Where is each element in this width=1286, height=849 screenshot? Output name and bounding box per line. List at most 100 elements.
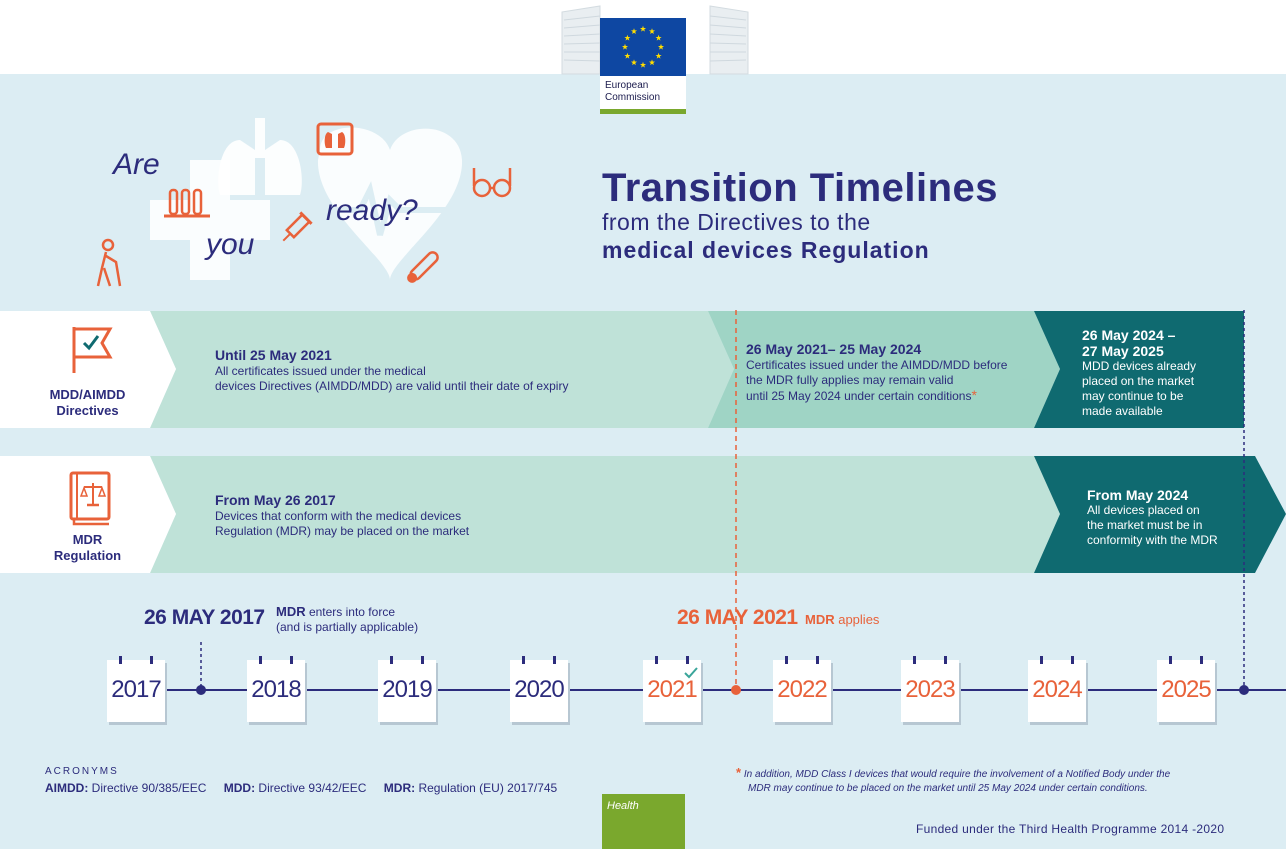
health-badge: Health xyxy=(602,794,685,849)
row2-segment1-text: From May 26 2017 Devices that conform wi… xyxy=(215,492,469,539)
year-box-2017: 2017 xyxy=(107,656,165,722)
acronym-mdd: MDD: Directive 93/42/EEC xyxy=(224,781,367,795)
year-label: 2018 xyxy=(251,676,301,703)
row2-segment1-body2: Regulation (MDR) may be placed on the ma… xyxy=(215,524,470,538)
calendar-rings-icon xyxy=(913,656,947,664)
calendar-rings-icon xyxy=(1040,656,1074,664)
calendar-rings-icon xyxy=(785,656,819,664)
acronym-aimdd-text: Directive 90/385/EEC xyxy=(88,781,207,795)
calendar-rings-icon xyxy=(259,656,293,664)
european-commission-logo: European Commission xyxy=(600,76,686,114)
acronym-mdr-text: Regulation (EU) 2017/745 xyxy=(415,781,558,795)
eu-flag-icon xyxy=(600,18,686,76)
check-icon xyxy=(684,667,698,679)
row1-segment3-body1: MDD devices already xyxy=(1082,359,1197,373)
year-label: 2022 xyxy=(777,676,827,703)
row1-segment3-body3: may continue to be xyxy=(1082,389,1184,403)
row1-label-chevron xyxy=(0,311,176,428)
milestone-2017-date: 26 MAY 2017 xyxy=(144,606,265,629)
row2-segment2-body1: All devices placed on xyxy=(1087,503,1200,517)
row2-segment2-body2: the market must be in xyxy=(1087,518,1203,532)
timeline-axis xyxy=(136,310,1286,695)
milestone-2021-date: 26 MAY 2021 xyxy=(677,606,798,629)
acronym-aimdd: AIMDD: Directive 90/385/EEC xyxy=(45,781,206,795)
medical-illustration xyxy=(150,118,463,280)
footnote-mark: * xyxy=(736,765,742,780)
year-label: 2020 xyxy=(514,676,564,703)
acronym-mdd-text: Directive 93/42/EEC xyxy=(255,781,367,795)
row1-segment3-body2: placed on the market xyxy=(1082,374,1195,388)
row1-segment2-body2: the MDR fully applies may remain valid xyxy=(746,373,954,387)
year-label: 2019 xyxy=(382,676,432,703)
flag-checkmark-icon xyxy=(72,327,113,373)
page-subtitle: from the Directives to the xyxy=(602,209,871,235)
lungs-monitor-icon xyxy=(316,122,354,156)
logo-text-line2: Commission xyxy=(605,92,661,103)
row1-segment3-heading2: 27 May 2025 xyxy=(1082,343,1164,359)
row1-footnote-mark: * xyxy=(971,387,977,403)
milestone-2017-bold: MDR xyxy=(276,604,306,619)
milestone-2017-line1-wrap: MDR enters into force xyxy=(276,604,418,620)
row2-label-line1: MDR xyxy=(72,532,103,547)
row2-segment1-bar xyxy=(150,456,1060,573)
mdr-force-dot xyxy=(196,685,206,695)
row2-segment1-heading: From May 26 2017 xyxy=(215,492,336,508)
calendar-rings-icon xyxy=(119,656,153,664)
row1-segment2-body3: until 25 May 2024 under certain conditio… xyxy=(746,389,972,403)
row1-segment2-body3-wrap: until 25 May 2024 under certain conditio… xyxy=(746,388,1007,404)
row2-label-line2: Regulation xyxy=(53,548,122,563)
footnote-line2: MDR may continue to be placed on the mar… xyxy=(748,783,1148,794)
row1-segment2-text: 26 May 2021– 25 May 2024 Certificates is… xyxy=(746,341,1007,404)
acronym-mdd-abbr: MDD: xyxy=(223,781,256,795)
row2-label: MDR Regulation xyxy=(0,532,175,564)
footnote-line1: In addition, MDD Class I devices that wo… xyxy=(743,769,1171,780)
year-box-2023: 2023 xyxy=(901,656,959,722)
row1-segment2-heading: 26 May 2021– 25 May 2024 xyxy=(746,341,922,357)
glasses-icon xyxy=(472,168,512,198)
health-label: Health xyxy=(607,800,639,812)
year-box-2022: 2022 xyxy=(773,656,831,722)
row1-segment1-text: Until 25 May 2021 All certificates issue… xyxy=(215,347,568,394)
art-word-ready: ready? xyxy=(326,194,418,227)
year-label: 2021 xyxy=(647,676,697,703)
art-word-you: you xyxy=(206,228,255,261)
milestone-2021-bold: MDR xyxy=(805,612,835,627)
row1-segment1-body1: All certificates issued under the medica… xyxy=(215,364,426,378)
funded-note: Funded under the Third Health Programme … xyxy=(916,822,1225,836)
calendar-rings-icon xyxy=(390,656,424,664)
row1-segment2-body1: Certificates issued under the AIMDD/MDD … xyxy=(746,358,1008,372)
acronym-mdr-abbr: MDR: xyxy=(383,781,416,795)
art-word-are: Are xyxy=(113,148,160,181)
footnote-line1-wrap: * In addition, MDD Class I devices that … xyxy=(736,766,1216,782)
end-transition-dot xyxy=(1239,685,1249,695)
footnote: * In addition, MDD Class I devices that … xyxy=(736,766,1216,796)
logo-text-line1: European xyxy=(605,80,649,91)
year-label: 2025 xyxy=(1161,676,1211,703)
row1-segment1-body2: devices Directives (AIMDD/MDD) are valid… xyxy=(215,379,569,393)
milestone-2021-rest: applies xyxy=(834,612,880,627)
year-box-2018: 2018 xyxy=(247,656,305,722)
row1-segment3-text: 26 May 2024 – 27 May 2025 MDD devices al… xyxy=(1082,327,1196,419)
row1-segment2-bar xyxy=(708,311,1060,428)
row2-segment2-body3: conformity with the MDR xyxy=(1087,533,1218,547)
row1-segment3-heading1: 26 May 2024 – xyxy=(1082,327,1176,343)
row2-segment2-bar xyxy=(1034,456,1286,573)
year-label: 2023 xyxy=(905,676,955,703)
milestone-2017-label: MDR enters into force (and is partially … xyxy=(276,604,418,635)
syringe-icon xyxy=(282,211,313,242)
page-subtitle-bold: medical devices Regulation xyxy=(602,237,930,263)
row1-segment1-heading: Until 25 May 2021 xyxy=(215,347,332,363)
acronym-mdr: MDR: Regulation (EU) 2017/745 xyxy=(384,781,557,795)
thermometer-icon xyxy=(407,251,439,283)
row2-segment2-text: From May 2024 All devices placed on the … xyxy=(1087,487,1218,548)
year-box-2021: 2021 xyxy=(643,656,701,722)
calendar-rings-icon xyxy=(655,656,689,664)
law-book-scales-icon xyxy=(69,471,111,526)
acronym-aimdd-abbr: AIMDD: xyxy=(45,781,89,795)
row1-segment3-body4: made available xyxy=(1082,404,1163,418)
test-tubes-icon xyxy=(164,188,210,218)
mdr-applies-dot xyxy=(731,685,741,695)
milestone-2017-line2: (and is partially applicable) xyxy=(276,620,419,634)
elderly-person-icon xyxy=(96,238,122,287)
page-title: Transition Timelines xyxy=(602,166,999,210)
